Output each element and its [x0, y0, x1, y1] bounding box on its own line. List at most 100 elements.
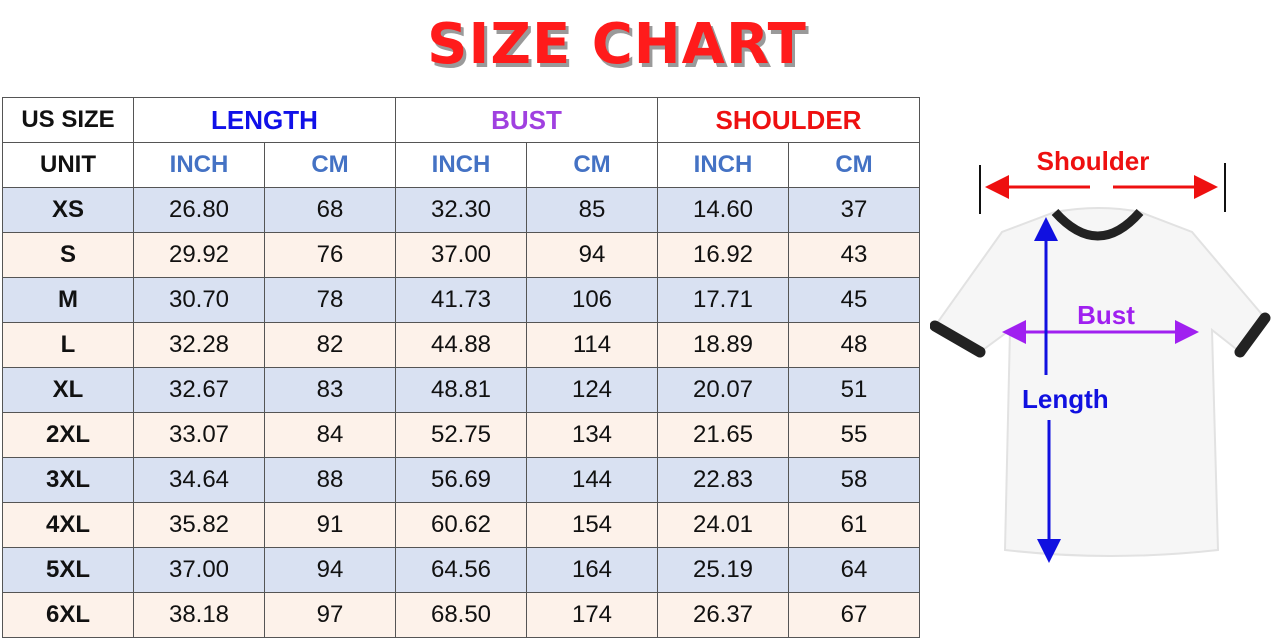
bust-label: Bust — [1077, 300, 1135, 330]
page-title: SIZE CHART — [427, 12, 807, 77]
value-cell: 67 — [788, 592, 920, 638]
size-cell: 6XL — [2, 592, 134, 638]
value-cell: 64 — [788, 547, 920, 593]
table-row: M 30.70 78 41.73 106 17.71 45 — [2, 277, 920, 323]
value-cell: 45 — [788, 277, 920, 323]
group-header-shoulder: SHOULDER — [657, 97, 920, 143]
table-row: 4XL 35.82 91 60.62 154 24.01 61 — [2, 502, 920, 548]
value-cell: 29.92 — [133, 232, 265, 278]
value-cell: 17.71 — [657, 277, 789, 323]
size-cell: L — [2, 322, 134, 368]
value-cell: 44.88 — [395, 322, 527, 368]
value-cell: 106 — [526, 277, 658, 323]
size-cell: S — [2, 232, 134, 278]
value-cell: 38.18 — [133, 592, 265, 638]
group-header-length: LENGTH — [133, 97, 396, 143]
value-cell: 30.70 — [133, 277, 265, 323]
value-cell: 24.01 — [657, 502, 789, 548]
value-cell: 32.30 — [395, 187, 527, 233]
unit-header-row: UNIT INCH CM INCH CM INCH CM — [2, 142, 920, 188]
unit-header-inch: INCH — [133, 142, 265, 188]
value-cell: 26.37 — [657, 592, 789, 638]
value-cell: 43 — [788, 232, 920, 278]
table-row: 2XL 33.07 84 52.75 134 21.65 55 — [2, 412, 920, 458]
value-cell: 114 — [526, 322, 658, 368]
value-cell: 48 — [788, 322, 920, 368]
unit-header-inch: INCH — [395, 142, 527, 188]
value-cell: 35.82 — [133, 502, 265, 548]
table-row: XS 26.80 68 32.30 85 14.60 37 — [2, 187, 920, 233]
value-cell: 52.75 — [395, 412, 527, 458]
value-cell: 97 — [264, 592, 396, 638]
tshirt-diagram: Shoulder Bust Length — [930, 146, 1271, 563]
value-cell: 84 — [264, 412, 396, 458]
value-cell: 134 — [526, 412, 658, 458]
length-label: Length — [1022, 384, 1109, 414]
value-cell: 16.92 — [657, 232, 789, 278]
value-cell: 68 — [264, 187, 396, 233]
value-cell: 34.64 — [133, 457, 265, 503]
value-cell: 33.07 — [133, 412, 265, 458]
size-cell: M — [2, 277, 134, 323]
us-size-header: US SIZE — [2, 97, 134, 143]
size-table: US SIZE LENGTH BUST SHOULDER UNIT INCH CM INCH C… — [2, 97, 920, 638]
size-cell: 3XL — [2, 457, 134, 503]
value-cell: 78 — [264, 277, 396, 323]
value-cell: 144 — [526, 457, 658, 503]
unit-header-cm: CM — [788, 142, 920, 188]
value-cell: 58 — [788, 457, 920, 503]
value-cell: 37 — [788, 187, 920, 233]
value-cell: 174 — [526, 592, 658, 638]
value-cell: 37.00 — [395, 232, 527, 278]
size-cell: XS — [2, 187, 134, 233]
tshirt-icon — [930, 207, 1271, 557]
value-cell: 64.56 — [395, 547, 527, 593]
table-row: S 29.92 76 37.00 94 16.92 43 — [2, 232, 920, 278]
value-cell: 94 — [526, 232, 658, 278]
value-cell: 18.89 — [657, 322, 789, 368]
value-cell: 48.81 — [395, 367, 527, 413]
value-cell: 25.19 — [657, 547, 789, 593]
value-cell: 26.80 — [133, 187, 265, 233]
value-cell: 32.28 — [133, 322, 265, 368]
table-row: 3XL 34.64 88 56.69 144 22.83 58 — [2, 457, 920, 503]
value-cell: 55 — [788, 412, 920, 458]
value-cell: 37.00 — [133, 547, 265, 593]
value-cell: 88 — [264, 457, 396, 503]
table-row: 6XL 38.18 97 68.50 174 26.37 67 — [2, 592, 920, 638]
value-cell: 124 — [526, 367, 658, 413]
value-cell: 14.60 — [657, 187, 789, 233]
value-cell: 76 — [264, 232, 396, 278]
value-cell: 21.65 — [657, 412, 789, 458]
unit-header-inch: INCH — [657, 142, 789, 188]
value-cell: 94 — [264, 547, 396, 593]
value-cell: 82 — [264, 322, 396, 368]
unit-header-cm: CM — [264, 142, 396, 188]
size-cell: 4XL — [2, 502, 134, 548]
value-cell: 83 — [264, 367, 396, 413]
shoulder-label: Shoulder — [1037, 146, 1150, 176]
size-cell: XL — [2, 367, 134, 413]
value-cell: 51 — [788, 367, 920, 413]
unit-header: UNIT — [2, 142, 134, 188]
value-cell: 41.73 — [395, 277, 527, 323]
value-cell: 61 — [788, 502, 920, 548]
value-cell: 164 — [526, 547, 658, 593]
size-cell: 2XL — [2, 412, 134, 458]
value-cell: 68.50 — [395, 592, 527, 638]
size-cell: 5XL — [2, 547, 134, 593]
value-cell: 56.69 — [395, 457, 527, 503]
value-cell: 91 — [264, 502, 396, 548]
table-row: L 32.28 82 44.88 114 18.89 48 — [2, 322, 920, 368]
group-header-bust: BUST — [395, 97, 658, 143]
value-cell: 154 — [526, 502, 658, 548]
group-header-row: US SIZE LENGTH BUST SHOULDER — [2, 97, 920, 143]
value-cell: 20.07 — [657, 367, 789, 413]
value-cell: 32.67 — [133, 367, 265, 413]
value-cell: 85 — [526, 187, 658, 233]
value-cell: 60.62 — [395, 502, 527, 548]
table-row: 5XL 37.00 94 64.56 164 25.19 64 — [2, 547, 920, 593]
table-row: XL 32.67 83 48.81 124 20.07 51 — [2, 367, 920, 413]
unit-header-cm: CM — [526, 142, 658, 188]
value-cell: 22.83 — [657, 457, 789, 503]
